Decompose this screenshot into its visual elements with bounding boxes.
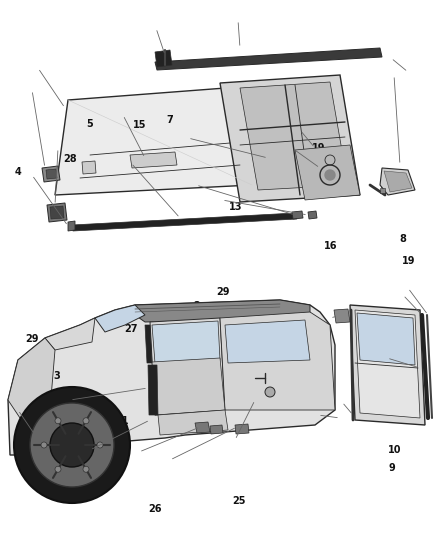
Circle shape bbox=[325, 170, 335, 180]
Text: 27: 27 bbox=[125, 324, 138, 334]
Polygon shape bbox=[355, 310, 420, 418]
Polygon shape bbox=[145, 325, 152, 363]
Polygon shape bbox=[155, 48, 382, 70]
Circle shape bbox=[97, 442, 103, 448]
Text: 25: 25 bbox=[232, 496, 245, 506]
Text: 7: 7 bbox=[166, 115, 173, 125]
Text: 2: 2 bbox=[194, 301, 201, 311]
Text: 19: 19 bbox=[312, 143, 325, 153]
Polygon shape bbox=[130, 152, 177, 168]
Circle shape bbox=[83, 466, 89, 472]
Text: 13: 13 bbox=[229, 202, 242, 212]
Text: 8: 8 bbox=[399, 234, 406, 244]
Text: 18: 18 bbox=[380, 186, 394, 196]
Polygon shape bbox=[334, 309, 350, 323]
Polygon shape bbox=[45, 318, 95, 350]
Circle shape bbox=[83, 418, 89, 424]
Polygon shape bbox=[292, 211, 303, 219]
Text: 16: 16 bbox=[324, 241, 337, 251]
Polygon shape bbox=[55, 85, 265, 195]
Polygon shape bbox=[195, 422, 210, 433]
Text: 29: 29 bbox=[217, 287, 230, 297]
Text: 4: 4 bbox=[15, 167, 22, 176]
Circle shape bbox=[55, 466, 61, 472]
Text: 19: 19 bbox=[402, 256, 415, 266]
Circle shape bbox=[14, 387, 130, 503]
Polygon shape bbox=[155, 50, 172, 67]
Text: 1: 1 bbox=[34, 459, 41, 469]
Polygon shape bbox=[295, 145, 360, 200]
Polygon shape bbox=[380, 168, 415, 195]
Polygon shape bbox=[240, 82, 348, 190]
Polygon shape bbox=[220, 75, 360, 202]
Circle shape bbox=[30, 403, 114, 487]
Polygon shape bbox=[308, 211, 317, 219]
Text: 23: 23 bbox=[182, 374, 195, 383]
Polygon shape bbox=[150, 318, 225, 415]
Text: 28: 28 bbox=[63, 154, 77, 164]
Text: 22: 22 bbox=[25, 433, 38, 443]
Text: 26: 26 bbox=[149, 504, 162, 514]
Polygon shape bbox=[82, 161, 96, 174]
Text: 10: 10 bbox=[388, 446, 401, 455]
Polygon shape bbox=[235, 424, 249, 434]
Text: 21: 21 bbox=[293, 394, 307, 403]
Polygon shape bbox=[380, 188, 385, 193]
Polygon shape bbox=[95, 305, 145, 332]
Polygon shape bbox=[148, 365, 158, 415]
Polygon shape bbox=[158, 410, 228, 435]
Text: 15: 15 bbox=[133, 120, 146, 130]
Polygon shape bbox=[384, 171, 412, 192]
Polygon shape bbox=[47, 203, 67, 222]
Circle shape bbox=[50, 423, 94, 467]
Text: 11: 11 bbox=[116, 416, 129, 426]
Polygon shape bbox=[135, 300, 310, 322]
Polygon shape bbox=[68, 221, 75, 231]
Polygon shape bbox=[152, 321, 220, 363]
Text: 3: 3 bbox=[53, 372, 60, 381]
Circle shape bbox=[41, 442, 47, 448]
Polygon shape bbox=[225, 320, 310, 363]
Text: 5: 5 bbox=[86, 119, 93, 128]
Polygon shape bbox=[46, 169, 57, 179]
Polygon shape bbox=[350, 305, 425, 425]
Text: 12: 12 bbox=[285, 365, 298, 375]
Circle shape bbox=[55, 418, 61, 424]
Text: 9: 9 bbox=[389, 463, 396, 473]
Text: 29: 29 bbox=[25, 334, 38, 344]
Polygon shape bbox=[220, 312, 335, 410]
Polygon shape bbox=[72, 213, 297, 231]
Polygon shape bbox=[8, 338, 55, 418]
Text: 17: 17 bbox=[336, 156, 350, 166]
Polygon shape bbox=[42, 166, 60, 182]
Polygon shape bbox=[8, 300, 335, 455]
Polygon shape bbox=[50, 206, 64, 219]
Polygon shape bbox=[152, 358, 225, 415]
Circle shape bbox=[265, 387, 275, 397]
Polygon shape bbox=[210, 425, 223, 434]
Polygon shape bbox=[357, 313, 415, 365]
